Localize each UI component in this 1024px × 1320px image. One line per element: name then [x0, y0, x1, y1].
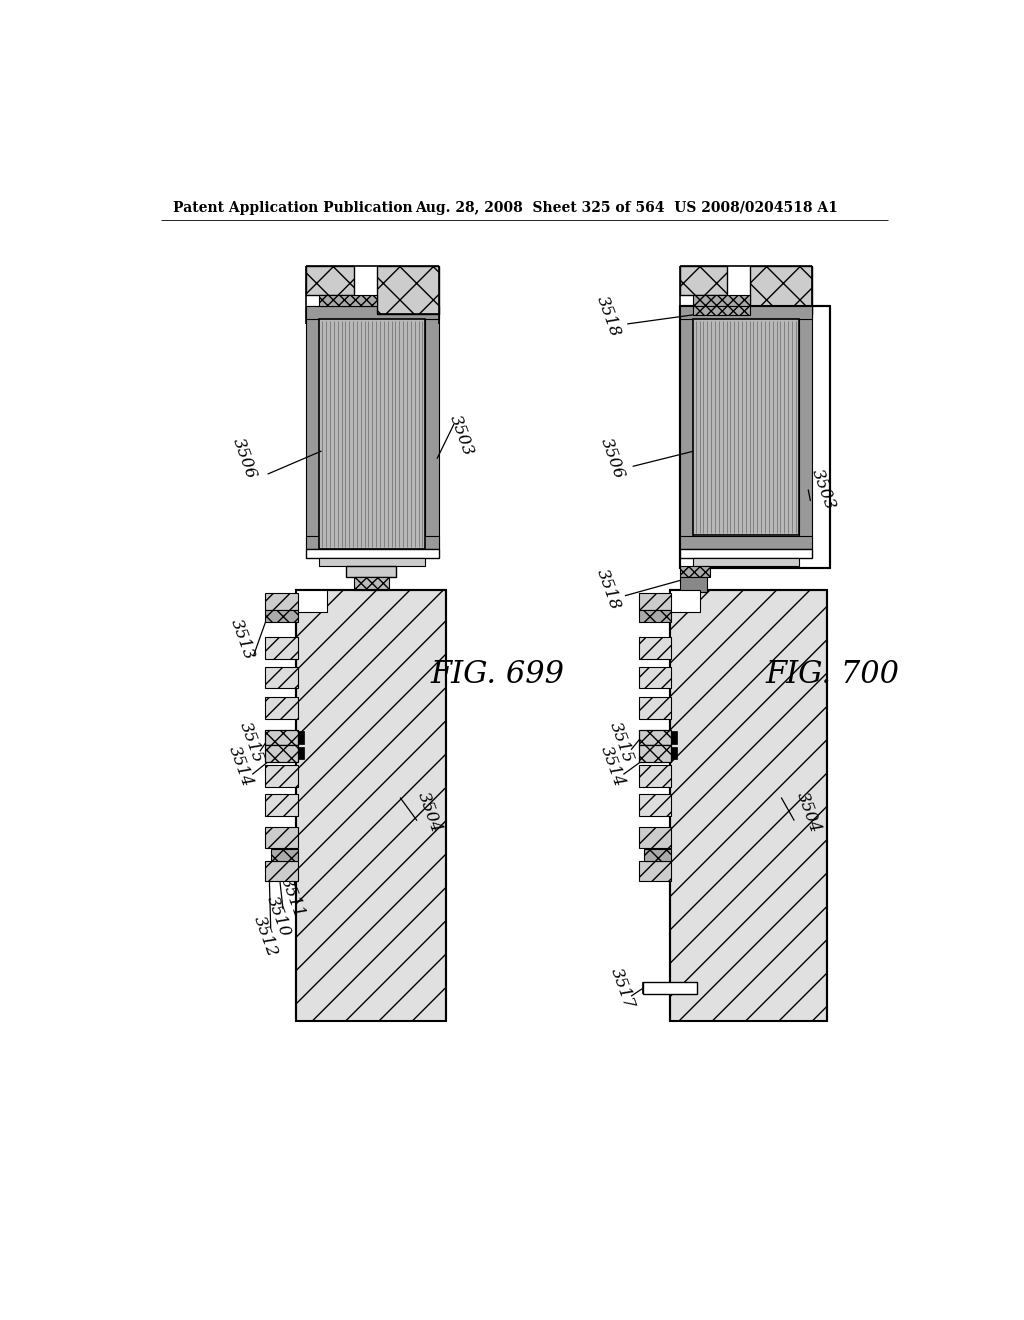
Bar	[680, 306, 812, 319]
Text: 3518: 3518	[593, 293, 624, 339]
Text: 3503: 3503	[446, 413, 477, 458]
Bar	[639, 862, 671, 880]
Bar	[265, 730, 298, 744]
Bar	[692, 319, 799, 535]
Bar	[296, 590, 327, 612]
Bar	[680, 536, 812, 549]
Bar	[265, 795, 298, 816]
Bar	[680, 267, 727, 296]
Bar	[680, 577, 707, 591]
Bar	[639, 826, 671, 849]
Bar	[306, 306, 438, 319]
Bar	[265, 862, 298, 880]
Bar	[296, 590, 446, 1020]
Bar	[671, 747, 677, 759]
Bar	[306, 536, 438, 549]
Bar	[670, 590, 700, 612]
Bar	[306, 267, 354, 296]
Text: 3518: 3518	[593, 566, 624, 612]
Bar	[265, 826, 298, 849]
Bar	[639, 638, 671, 659]
Text: 3506: 3506	[229, 436, 260, 482]
Bar	[680, 306, 829, 568]
Bar	[692, 306, 751, 315]
Text: 3517: 3517	[606, 966, 637, 1011]
Text: 3511: 3511	[278, 875, 307, 920]
Bar	[639, 730, 671, 744]
Bar	[306, 549, 438, 558]
Text: 3514: 3514	[597, 744, 627, 789]
Bar	[680, 306, 692, 549]
Bar	[265, 667, 298, 688]
Text: 3515: 3515	[237, 719, 266, 764]
Bar	[306, 306, 319, 549]
Bar	[265, 697, 298, 719]
Bar	[298, 747, 304, 759]
Bar	[639, 697, 671, 719]
Bar	[298, 731, 304, 743]
Bar	[265, 766, 298, 787]
Bar	[639, 744, 671, 762]
Bar	[265, 744, 298, 762]
Bar	[680, 566, 711, 577]
Bar	[319, 296, 377, 306]
Bar	[639, 594, 671, 610]
Bar	[265, 594, 298, 610]
Text: 3504: 3504	[414, 791, 444, 836]
Text: 3503: 3503	[808, 467, 839, 512]
Text: FIG. 699: FIG. 699	[431, 659, 565, 690]
Bar	[692, 558, 799, 566]
Bar	[346, 566, 396, 577]
Bar	[671, 731, 677, 743]
Bar	[680, 549, 812, 558]
Bar	[425, 306, 438, 549]
Bar	[354, 577, 388, 590]
Bar	[799, 306, 812, 549]
Text: Aug. 28, 2008  Sheet 325 of 564  US 2008/0204518 A1: Aug. 28, 2008 Sheet 325 of 564 US 2008/0…	[416, 202, 839, 215]
Text: 3513: 3513	[227, 616, 257, 663]
Text: Patent Application Publication: Patent Application Publication	[173, 202, 413, 215]
Bar	[643, 982, 696, 994]
Bar	[751, 267, 812, 314]
Text: 3504: 3504	[793, 791, 823, 836]
Bar	[319, 319, 425, 549]
Bar	[639, 610, 671, 622]
Text: 3506: 3506	[597, 436, 627, 482]
Bar	[377, 267, 438, 314]
Bar	[670, 590, 827, 1020]
Bar	[265, 610, 298, 622]
Bar	[639, 795, 671, 816]
Text: 3510: 3510	[263, 894, 294, 940]
Text: FIG. 700: FIG. 700	[766, 659, 900, 690]
Bar	[319, 558, 425, 566]
Bar	[639, 766, 671, 787]
Text: 3514: 3514	[225, 744, 256, 789]
Text: 3512: 3512	[250, 913, 281, 958]
Bar	[265, 638, 298, 659]
Text: 3515: 3515	[606, 719, 636, 764]
Bar	[644, 849, 671, 862]
Bar	[639, 667, 671, 688]
Bar	[270, 849, 298, 862]
Bar	[692, 296, 751, 306]
